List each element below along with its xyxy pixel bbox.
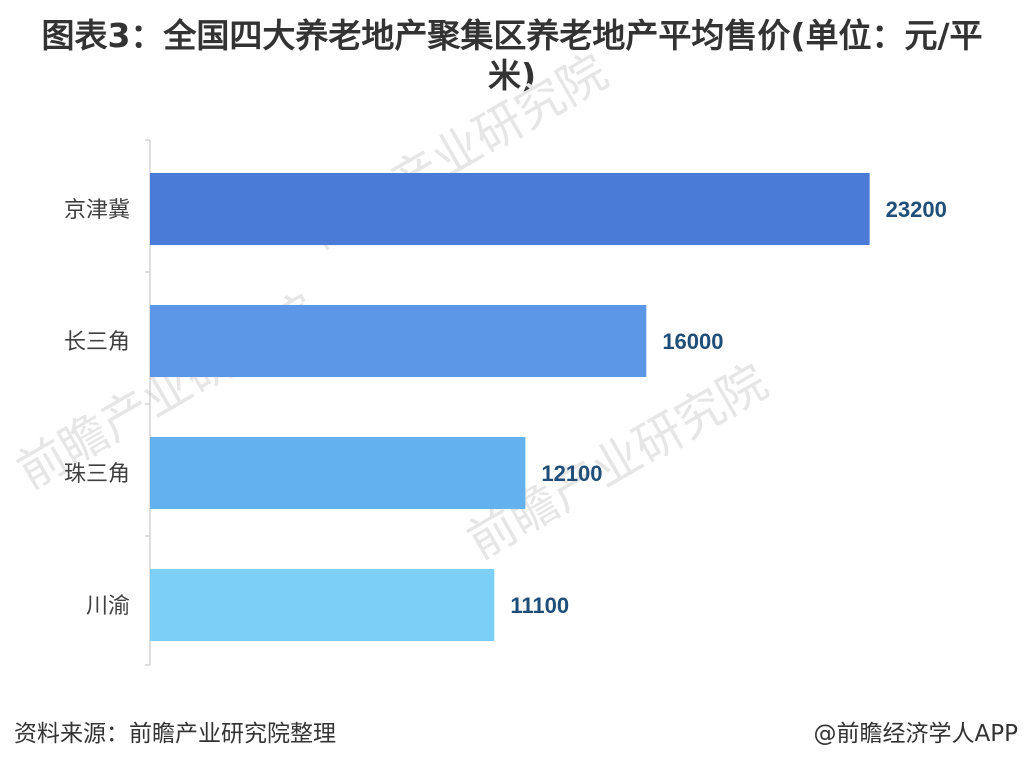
category-label: 珠三角 bbox=[64, 462, 130, 487]
value-label: 23200 bbox=[886, 197, 947, 222]
bar-4 bbox=[150, 569, 495, 641]
source-note: 资料来源：前瞻产业研究院整理 bbox=[14, 721, 336, 747]
chart-title: 图表3：全国四大养老地产聚集区养老地产平均售价(单位：元/平米) bbox=[41, 16, 983, 95]
y-axis-ticks bbox=[145, 139, 150, 666]
bar-3 bbox=[150, 437, 526, 509]
bar-1 bbox=[150, 173, 870, 245]
bars-group: 京津冀 23200 长三角 16000 珠三角 12100 川渝 11100 bbox=[64, 173, 947, 641]
value-label: 16000 bbox=[662, 329, 723, 354]
category-label: 川渝 bbox=[86, 594, 130, 619]
category-label: 京津冀 bbox=[64, 198, 130, 223]
bar-2 bbox=[150, 305, 647, 377]
value-label: 11100 bbox=[510, 593, 569, 618]
value-label: 12100 bbox=[541, 461, 602, 486]
credit-note: @前瞻经济学人APP bbox=[813, 721, 1018, 747]
category-label: 长三角 bbox=[64, 330, 130, 355]
